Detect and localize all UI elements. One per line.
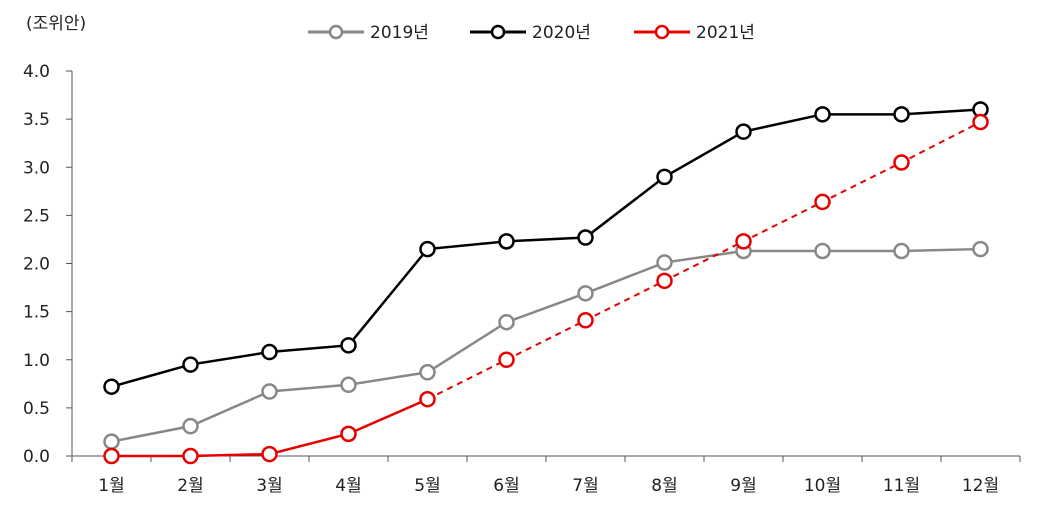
data-point (656, 168, 673, 186)
legend-item: 2020년 (470, 23, 591, 43)
y-tick-label: 1.0 (23, 351, 50, 371)
data-point (261, 343, 278, 361)
x-tick-label: 8월 (651, 476, 677, 496)
data-point (498, 233, 515, 250)
legend: 2019년 2020년 2021년 (308, 23, 755, 43)
y-tick-label: 3.5 (23, 110, 50, 130)
data-point (814, 106, 831, 123)
series-2019년 (103, 240, 989, 450)
legend-item: 2021년 (634, 23, 755, 43)
series-line (111, 247, 981, 443)
y-tick-label: 2.5 (23, 206, 50, 226)
legend-label: 2019년 (370, 23, 429, 43)
data-point (182, 356, 199, 373)
data-point (735, 123, 752, 140)
data-point (577, 229, 594, 246)
data-point (814, 193, 831, 211)
data-point (656, 272, 673, 290)
x-tick-label: 3월 (256, 476, 282, 496)
legend-label: 2020년 (532, 23, 591, 43)
x-tick-label: 1월 (98, 476, 124, 496)
series-2021년 (103, 113, 989, 465)
data-point (340, 425, 357, 443)
y-tick-label: 3.0 (23, 158, 50, 178)
y-unit-label: (조위안) (26, 14, 86, 34)
y-tick-label: 0.5 (23, 399, 50, 419)
x-tick-label: 6월 (493, 476, 519, 496)
data-point (893, 106, 910, 123)
data-point (340, 337, 357, 354)
data-point (498, 351, 515, 368)
series-2020년 (103, 101, 989, 395)
data-point (577, 312, 594, 329)
data-point (103, 433, 120, 450)
data-point (577, 285, 594, 302)
data-point (735, 233, 752, 250)
x-tick-label: 5월 (414, 476, 440, 496)
data-point (182, 417, 199, 435)
data-point (893, 242, 910, 260)
y-tick-label: 1.5 (23, 303, 50, 323)
axes: 0.0 0.5 1.0 1.5 2.0 2.5 3.0 3.5 4.0 1월 2월 3월 4월 5월 6월 7… (23, 62, 1021, 496)
data-point (656, 254, 673, 271)
x-tick-label: 2월 (177, 476, 203, 496)
series-layer (103, 101, 989, 465)
x-tick-label: 12월 (962, 476, 999, 496)
data-point (972, 113, 989, 131)
series-line-dashed (427, 121, 981, 401)
legend-label: 2021년 (696, 23, 755, 43)
y-tick-label: 2.0 (23, 255, 50, 275)
data-point (419, 364, 436, 381)
data-point (814, 242, 831, 260)
data-point (261, 383, 278, 400)
y-tick-label: 4.0 (23, 62, 50, 82)
data-point (261, 445, 278, 463)
data-point (498, 313, 515, 331)
x-tick-label: 11월 (883, 476, 920, 496)
x-tick-label: 4월 (335, 476, 361, 496)
x-tick-label: 10월 (804, 476, 841, 496)
x-tick-label: 9월 (730, 476, 756, 496)
y-tick-label: 0.0 (23, 447, 50, 467)
legend-marker (654, 24, 670, 40)
series-line (111, 108, 981, 388)
data-point (419, 240, 436, 258)
data-point (419, 390, 436, 408)
x-tick-label: 7월 (572, 476, 598, 496)
data-point (182, 447, 199, 465)
legend-item: 2019년 (308, 23, 429, 43)
data-point (340, 376, 357, 394)
legend-marker (490, 24, 506, 40)
data-point (893, 154, 910, 171)
data-point (972, 240, 989, 258)
data-point (103, 378, 120, 395)
data-point (103, 447, 120, 465)
legend-marker (328, 24, 344, 40)
